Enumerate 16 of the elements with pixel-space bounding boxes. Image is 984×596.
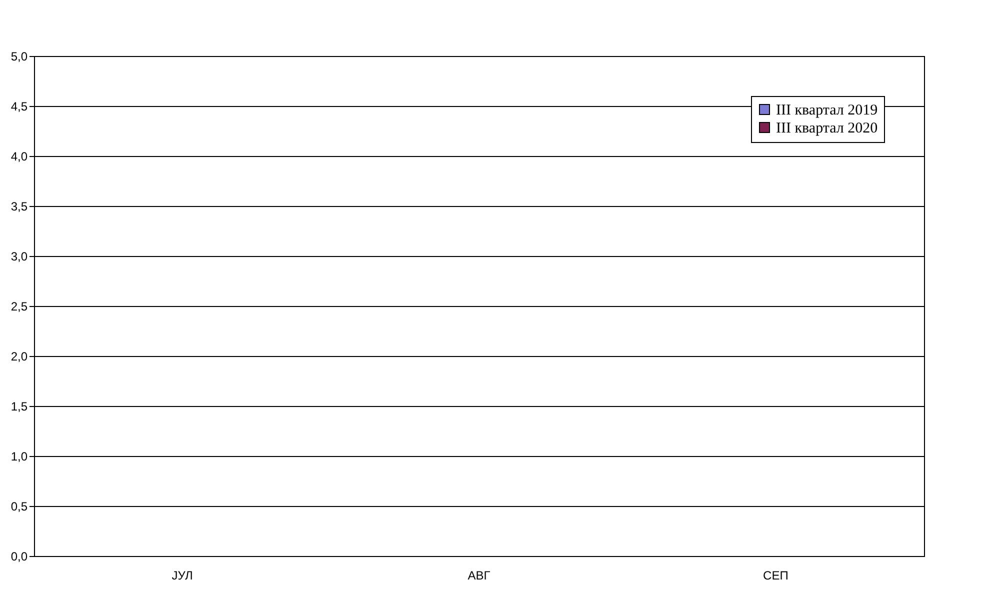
legend-label: III квартал 2019 <box>776 102 878 118</box>
y-tick-label: 0,5 <box>10 500 28 514</box>
y-tick-label: 4,5 <box>10 100 28 114</box>
y-tick-label: 5,0 <box>10 50 28 64</box>
y-tick-label: 3,0 <box>10 250 28 264</box>
y-tick-label: 1,0 <box>10 450 28 464</box>
y-tick-label: 3,5 <box>10 200 28 214</box>
x-tick-label: СЕП <box>763 568 788 582</box>
y-tick-label: 2,5 <box>10 300 28 314</box>
y-tick-label: 4,0 <box>10 150 28 164</box>
x-tick-label: ЈУЛ <box>172 568 193 582</box>
x-tick-label: АВГ <box>468 568 491 582</box>
y-tick-label: 2,0 <box>10 350 28 364</box>
y-tick-label: 1,5 <box>10 400 28 414</box>
y-tick-label: 0,0 <box>10 550 28 564</box>
legend-label: III квартал 2020 <box>776 120 878 136</box>
